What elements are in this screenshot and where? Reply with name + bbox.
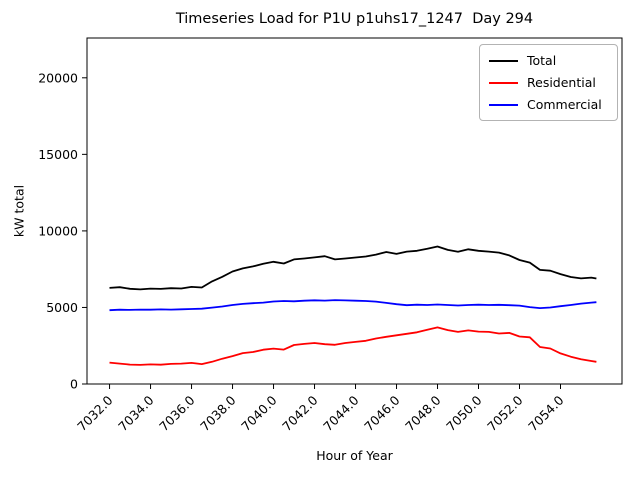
y-axis-label: kW total bbox=[11, 184, 27, 238]
y-tick-label: 15000 bbox=[38, 147, 78, 162]
x-tick-label: 7050.0 bbox=[443, 392, 485, 434]
x-tick-label: 7046.0 bbox=[361, 392, 403, 434]
legend-label-total: Total bbox=[527, 53, 557, 68]
y-tick-label: 5000 bbox=[46, 300, 78, 315]
series-line-commercial bbox=[109, 299, 597, 312]
legend-label-commercial: Commercial bbox=[527, 97, 602, 112]
axes-frame bbox=[86, 37, 623, 385]
x-tick-label: 7044.0 bbox=[320, 392, 362, 434]
legend-item-residential: Residential bbox=[489, 73, 608, 92]
x-tick-label: 7032.0 bbox=[74, 392, 116, 434]
x-tick-label: 7054.0 bbox=[525, 392, 567, 434]
legend-line-sample-total bbox=[489, 59, 518, 62]
y-tick-label: 0 bbox=[70, 377, 78, 392]
chart-title: Timeseries Load for P1U p1uhs17_1247 Day… bbox=[175, 11, 534, 27]
series-line-residential bbox=[109, 326, 597, 366]
legend-item-commercial: Commercial bbox=[489, 95, 608, 114]
legend-label-residential: Residential bbox=[527, 75, 596, 90]
legend-line-sample-commercial bbox=[489, 103, 518, 106]
legend-item-total: Total bbox=[489, 51, 608, 70]
legend-line-sample-residential bbox=[489, 81, 518, 84]
x-tick-label: 7052.0 bbox=[484, 392, 526, 434]
x-tick-label: 7034.0 bbox=[115, 392, 157, 434]
x-axis-label: Hour of Year bbox=[316, 448, 393, 463]
x-tick-label: 7040.0 bbox=[238, 392, 280, 434]
x-tick-label: 7042.0 bbox=[279, 392, 321, 434]
y-tick-label: 10000 bbox=[38, 223, 78, 238]
y-tick-label: 20000 bbox=[38, 70, 78, 85]
series-line-total bbox=[109, 245, 597, 291]
x-tick-label: 7036.0 bbox=[156, 392, 198, 434]
x-tick-label: 7038.0 bbox=[197, 392, 239, 434]
legend: Total Residential Commercial bbox=[479, 44, 618, 121]
x-tick-label: 7048.0 bbox=[402, 392, 444, 434]
